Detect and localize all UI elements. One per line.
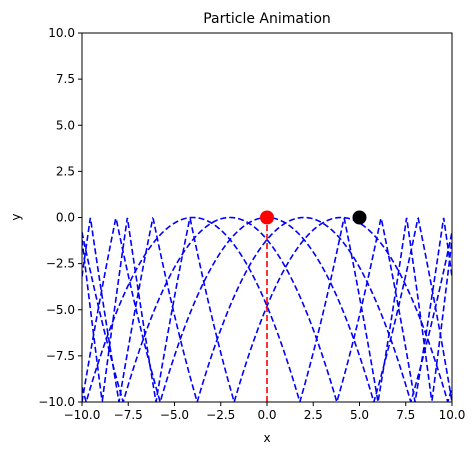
y-axis-label: y bbox=[9, 213, 23, 220]
chart-title: Particle Animation bbox=[203, 11, 331, 27]
y-tick-label: −10.0 bbox=[38, 395, 75, 409]
y-tick-label: 7.5 bbox=[56, 72, 75, 86]
y-tick-label: 0.0 bbox=[56, 211, 75, 225]
y-tick-label: 10.0 bbox=[48, 26, 75, 40]
y-tick-label: −7.5 bbox=[46, 349, 75, 363]
x-tick-label: 2.5 bbox=[304, 408, 323, 422]
x-tick-label: −10.0 bbox=[64, 408, 101, 422]
y-tick-label: −2.5 bbox=[46, 257, 75, 271]
x-tick-label: 10.0 bbox=[439, 408, 466, 422]
x-tick-label: −5.0 bbox=[160, 408, 189, 422]
x-tick-label: 0.0 bbox=[257, 408, 276, 422]
y-tick-label: 5.0 bbox=[56, 118, 75, 132]
x-tick-label: −7.5 bbox=[114, 408, 143, 422]
y-tick-label: 2.5 bbox=[56, 164, 75, 178]
particle-markers bbox=[260, 210, 367, 225]
y-tick-label: −5.0 bbox=[46, 303, 75, 317]
x-tick-label: 7.5 bbox=[396, 408, 415, 422]
x-tick-label: −2.5 bbox=[206, 408, 235, 422]
y-axis-ticks: −10.0 −7.5 −5.0 −2.5 0.0 2.5 5.0 7.5 10.0 bbox=[38, 26, 82, 409]
red-particle-point bbox=[260, 210, 274, 225]
x-axis-ticks: −10.0 −7.5 −5.0 −2.5 0.0 2.5 5.0 7.5 10.0 bbox=[64, 402, 466, 422]
trajectory-curves bbox=[82, 216, 452, 402]
x-tick-label: 5.0 bbox=[350, 408, 369, 422]
x-axis-label: x bbox=[263, 431, 270, 445]
black-particle-point bbox=[352, 210, 367, 225]
trajectory-line-1 bbox=[82, 216, 452, 402]
